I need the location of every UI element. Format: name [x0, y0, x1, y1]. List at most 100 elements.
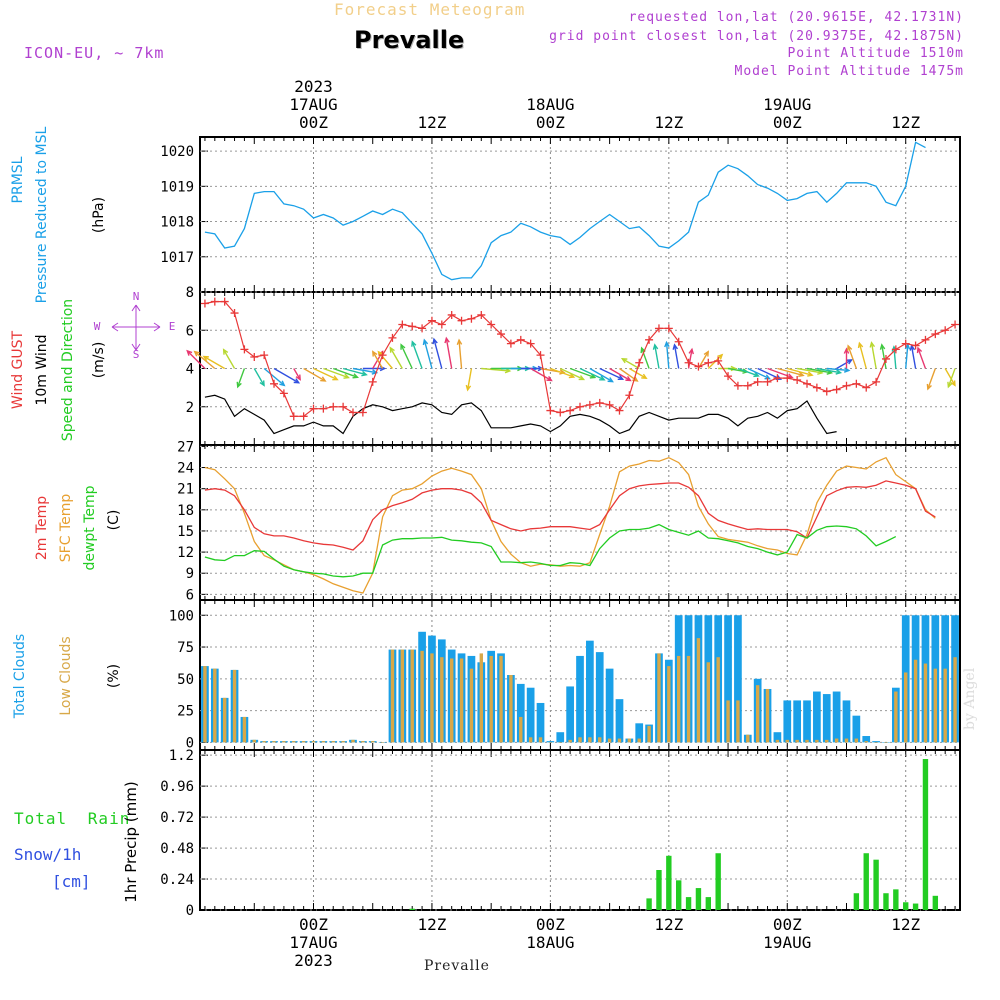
wind-arrow-head — [764, 374, 772, 380]
wind-gust-marker — [694, 362, 703, 371]
low-cloud-bar — [410, 649, 414, 743]
low-cloud-bar — [509, 675, 513, 743]
wind-arrow — [445, 338, 453, 369]
wind-speed-line — [204, 394, 837, 435]
y-tick-label: 0.48 — [160, 841, 194, 857]
wind-arrow-head — [372, 350, 378, 357]
wind-arrow — [352, 367, 377, 374]
compass-n: N — [133, 290, 140, 303]
low-cloud-bar — [657, 653, 661, 743]
low-cloud-bar — [686, 655, 691, 743]
wind-arrow — [263, 367, 285, 386]
y-tick-label: 4 — [186, 362, 194, 378]
low-cloud-bar — [637, 738, 641, 743]
total-cloud-bar — [576, 655, 584, 743]
wind-arrow — [293, 368, 301, 380]
pressure-axis-label: Pressure Reduced to MSL — [34, 126, 50, 303]
wind-arrow — [777, 367, 804, 377]
rain-bar — [666, 855, 672, 910]
y-tick-label: 21 — [177, 482, 194, 498]
low-cloud-bar — [696, 638, 701, 743]
wind-arrow-head — [578, 375, 586, 381]
time-label-top: 00Z — [773, 113, 802, 132]
wind-arrow-head — [717, 353, 724, 360]
low-cloud-bar — [755, 685, 760, 743]
y-tick-label: 24 — [177, 461, 194, 477]
y-tick-label: 9 — [186, 566, 194, 582]
low-cloud-bar — [262, 741, 266, 743]
temp-2m-line — [204, 480, 936, 551]
y-tick-label: 25 — [177, 704, 194, 720]
wind-arrow-head — [664, 340, 670, 348]
wind-arrow-head — [846, 359, 853, 365]
wind-gust-marker — [941, 326, 950, 335]
wind-gust-marker — [408, 322, 417, 331]
wind-arrow-head — [361, 370, 368, 377]
low-cloud-bar — [894, 691, 898, 743]
wind-arrow — [797, 367, 823, 374]
wind-arrow-head — [879, 343, 886, 350]
wind-arrow — [530, 367, 552, 382]
rain-bar — [715, 853, 721, 910]
wind-arrow-head — [672, 343, 679, 350]
low-cloud-bar — [588, 737, 592, 743]
wind-arrow — [253, 368, 265, 386]
model-label: ICON-EU, ~ 7km — [24, 44, 165, 62]
low-cloud-bar — [775, 739, 780, 743]
total-cloud-bar — [852, 715, 861, 743]
wind-arrow — [273, 367, 300, 384]
wind-gust-marker — [526, 339, 535, 348]
sfc-temp-line — [204, 456, 936, 594]
low-cloud-bar — [449, 658, 454, 743]
wind-arrow-head — [926, 383, 932, 391]
wind-gust-marker — [585, 400, 594, 409]
wind-arrow-head — [456, 338, 463, 346]
y-tick-label: 6 — [186, 323, 194, 339]
wind-arrow-head — [236, 381, 242, 389]
wind-arrow — [944, 368, 956, 386]
wind-arrow-head — [617, 374, 625, 380]
wind-axis-label: 10m Wind — [34, 334, 50, 405]
wind-gust-marker — [684, 358, 693, 367]
gridpoint-coords: grid point closest lon,lat (20.9375E, 42… — [549, 29, 964, 44]
wind-arrow-head — [432, 337, 438, 345]
wind-arrow-head — [599, 375, 606, 381]
wind-gust-marker — [595, 398, 604, 407]
pressure-unit-label: (hPa) — [91, 197, 107, 233]
wind-gust-marker — [270, 379, 279, 388]
wind-arrow-head — [589, 373, 597, 379]
y-tick-label: 12 — [177, 545, 194, 561]
wind-arrow-head — [320, 376, 327, 382]
total-cloud-bar — [586, 640, 594, 743]
wind-arrow — [333, 367, 358, 378]
wind-gust-marker — [388, 333, 397, 342]
low-cloud-bar — [667, 666, 671, 743]
wind-arrow — [569, 367, 596, 379]
y-tick-label: 2 — [186, 400, 194, 416]
wind-arrow — [313, 367, 338, 381]
low-cloud-bar — [874, 742, 878, 743]
wind-gust-marker — [319, 404, 328, 413]
low-cloud-bar — [617, 738, 622, 743]
low-cloud-bar — [528, 737, 533, 743]
wind-arrow — [372, 351, 384, 369]
rain-bar — [656, 870, 662, 910]
wind-arrow-head — [332, 375, 339, 381]
wind-arrow-head — [869, 341, 876, 348]
total-cloud-bar — [724, 615, 732, 743]
total-cloud-bar — [803, 700, 811, 743]
wind-arrow — [589, 367, 613, 383]
rain-bar — [883, 893, 889, 910]
wind-arrow — [673, 344, 680, 369]
low-cloud-bar — [598, 737, 602, 743]
low-cloud-bar — [854, 738, 859, 743]
compass-w: W — [94, 320, 101, 333]
total-cloud-bar — [862, 736, 871, 743]
low-cloud-bar — [844, 738, 849, 743]
time-label-bottom: 12Z — [654, 915, 683, 934]
low-cloud-bar — [420, 650, 424, 743]
wind-arrow — [806, 367, 832, 374]
low-cloud-bar — [301, 741, 306, 743]
low-cloud-bar — [292, 741, 296, 743]
wind-arrow-head — [843, 347, 850, 354]
